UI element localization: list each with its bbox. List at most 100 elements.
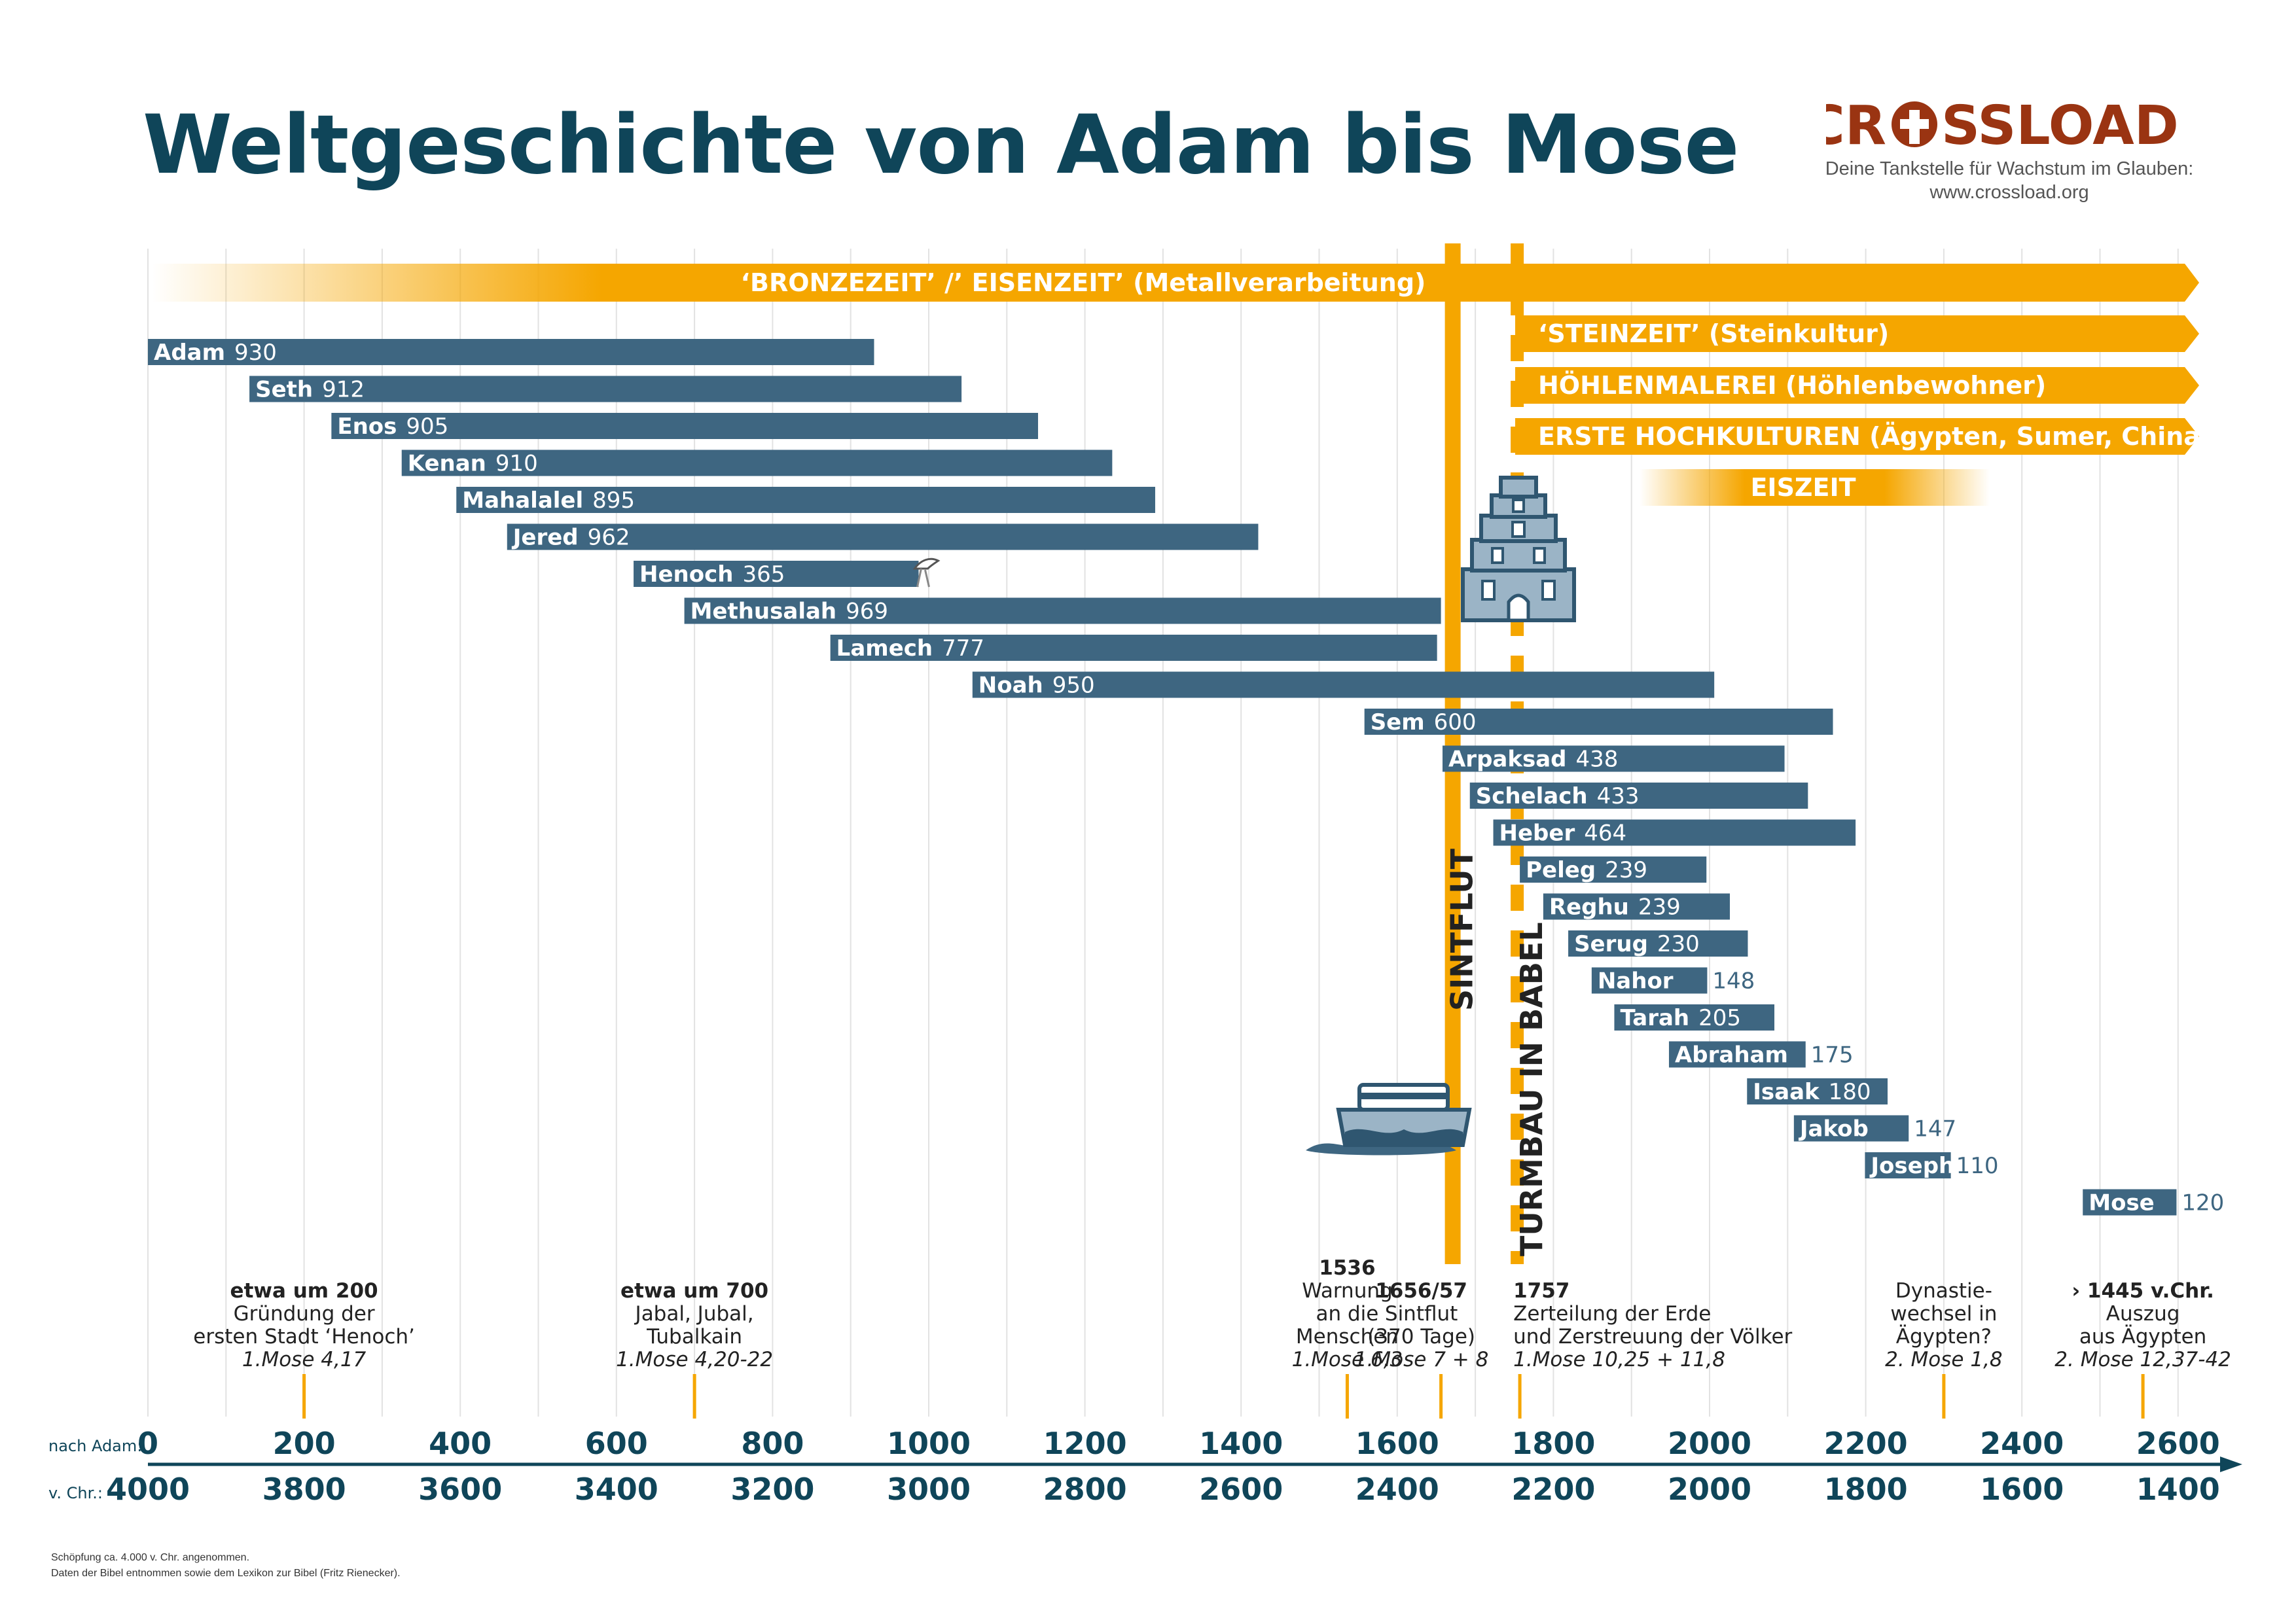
brand-url[interactable]: www.crossload.org [1929, 182, 2089, 203]
footnote-creation: Schöpfung ca. 4.000 v. Chr. angenommen. [51, 1552, 250, 1563]
page-title: Weltgeschichte von Adam bis Mose [143, 98, 1739, 192]
annotation-line: Zerteilung der Erde [1513, 1302, 1711, 1326]
bar-value: 905 [406, 414, 448, 440]
annotation-line: an die [1316, 1302, 1379, 1326]
cross-o-icon [1892, 101, 1937, 147]
bar-name: Lamech [836, 635, 933, 662]
brand-block[interactable]: CR SSLOAD Deine Tankstelle für Wachstum … [1767, 92, 2251, 204]
x-tick-adam: 400 [429, 1426, 492, 1461]
bar-mose[interactable]: Mose 120 [2083, 1189, 2224, 1216]
bar-lamech[interactable]: Lamech 777 [830, 635, 1437, 662]
bar-arpaksad[interactable]: Arpaksad 438 [1442, 745, 1785, 773]
era-band [1640, 469, 1990, 506]
bar-abraham[interactable]: Abraham 175 [1668, 1041, 1854, 1068]
bar-mahalalel[interactable]: Mahalalel 895 [456, 487, 1155, 514]
bar-name: Adam [154, 340, 225, 366]
annotation-line: 1656/57 [1375, 1279, 1467, 1303]
bar-value: 969 [846, 599, 888, 625]
bar-name: Arpaksad [1448, 747, 1567, 773]
annotation-line: 1536 [1319, 1256, 1375, 1280]
era-label: HÖHLENMALEREI (Höhlenbewohner) [1538, 371, 2046, 400]
bar-name: Sem [1371, 709, 1425, 735]
era-band [1515, 418, 2199, 455]
bar-sem[interactable]: Sem 600 [1364, 709, 1833, 735]
bar-heber[interactable]: Heber 464 [1493, 819, 1856, 847]
annotation-line: Sintflut [1385, 1302, 1458, 1326]
x-tick-bc: 3000 [887, 1472, 971, 1507]
annotation-line: (370 Tage) [1367, 1325, 1475, 1349]
bar-name: Abraham [1675, 1042, 1788, 1068]
annotation-line: 2. Mose 12,37-42 [2054, 1348, 2231, 1371]
x-tick-bc: 1400 [2136, 1472, 2220, 1507]
bar-rect [1668, 1041, 1806, 1068]
bar-kenan[interactable]: Kenan 910 [401, 450, 1113, 477]
bar-serug[interactable]: Serug 230 [1568, 930, 1748, 957]
bar-methusalah[interactable]: Methusalah 969 [684, 597, 1441, 625]
bar-isaak[interactable]: Isaak 180 [1747, 1078, 1888, 1105]
bar-value: 148 [1712, 968, 1755, 995]
bar-nahor[interactable]: Nahor 148 [1591, 967, 1755, 995]
x-tick-adam: 1000 [887, 1426, 971, 1461]
bar-rect [1442, 745, 1785, 772]
annotation-line: Auszug [2106, 1302, 2180, 1326]
bar-value: 239 [1638, 894, 1681, 921]
bar-enos[interactable]: Enos 905 [331, 413, 1039, 440]
x-tick-adam: 2200 [1824, 1426, 1908, 1461]
bar-name: Methusalah [691, 599, 837, 625]
x-tick-bc: 2800 [1043, 1472, 1127, 1507]
dove-icon [912, 557, 941, 588]
bar-rect [507, 523, 1259, 550]
bar-rect [249, 376, 962, 402]
annotation-line: Menschen [1296, 1325, 1399, 1349]
x-tick-adam: 1800 [1511, 1426, 1595, 1461]
bar-value: 600 [1434, 709, 1477, 735]
bar-value: 433 [1597, 783, 1640, 809]
x-tick-adam: 2400 [1980, 1426, 2064, 1461]
bar-name: Joseph [1869, 1153, 1954, 1179]
bar-jered[interactable]: Jered 962 [507, 523, 1259, 551]
bar-rect [1364, 709, 1833, 735]
bar-rect [830, 635, 1437, 661]
brand-tagline: Deine Tankstelle für Wachstum im Glauben… [1825, 158, 2194, 179]
bar-rect [1747, 1078, 1888, 1104]
bar-henoch[interactable]: Henoch 365 [634, 561, 919, 588]
bar-rect [1493, 819, 1856, 846]
bar-reghu[interactable]: Reghu 239 [1543, 893, 1731, 921]
bar-peleg[interactable]: Peleg 239 [1520, 856, 1707, 883]
annotation-line: etwa um 200 [230, 1279, 378, 1303]
sintflut-label: SINTFLUT [1444, 848, 1480, 1011]
bar-adam[interactable]: Adam 930 [148, 339, 874, 366]
x-tick-bc: 3400 [575, 1472, 658, 1507]
bar-value: 962 [588, 525, 630, 551]
annotation-line: ersten Stadt ‘Henoch’ [193, 1325, 415, 1349]
bar-joseph[interactable]: Joseph 110 [1865, 1152, 1999, 1179]
bar-rect [1793, 1115, 1909, 1142]
bar-name: Tarah [1620, 1005, 1689, 1031]
bar-rect [1568, 930, 1748, 957]
bar-rect [634, 561, 919, 587]
bar-value: 239 [1605, 857, 1647, 883]
bar-name: Heber [1499, 821, 1575, 847]
x-tick-adam: 0 [137, 1426, 158, 1461]
bar-name: Enos [337, 414, 397, 440]
bar-noah[interactable]: Noah 950 [972, 671, 1715, 699]
bar-name: Kenan [408, 451, 486, 477]
bar-value: 175 [1811, 1042, 1854, 1068]
bar-seth[interactable]: Seth 912 [249, 376, 962, 403]
era-band [1515, 367, 2199, 404]
bar-tarah[interactable]: Tarah 205 [1614, 1004, 1775, 1031]
bar-name: Seth [255, 377, 313, 403]
x-tick-adam: 1600 [1355, 1426, 1439, 1461]
bar-value: 930 [234, 340, 277, 366]
bar-rect [972, 671, 1715, 698]
bar-schelach[interactable]: Schelach 433 [1469, 783, 1808, 809]
annotation-line: 2. Mose 1,8 [1885, 1348, 2003, 1371]
era-label: EISZEIT [1750, 473, 1856, 502]
bar-jakob[interactable]: Jakob 147 [1793, 1115, 1956, 1142]
bar-value: 464 [1584, 821, 1626, 847]
